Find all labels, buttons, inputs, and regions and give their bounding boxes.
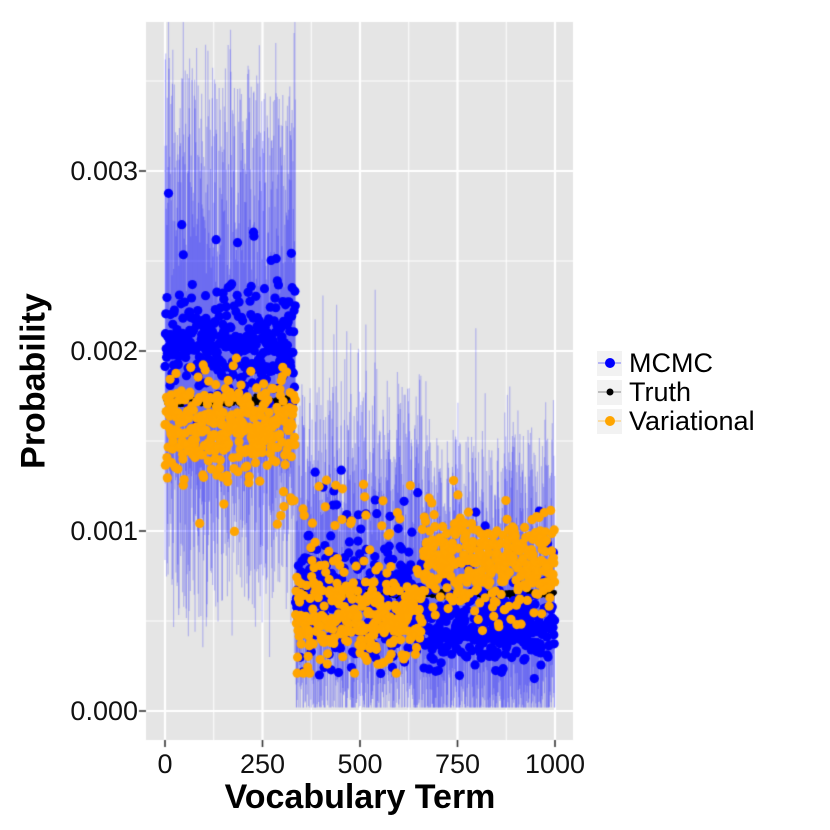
x-tick-label: 500: [337, 749, 383, 779]
legend-key-dot: [604, 416, 615, 426]
legend-key-dot: [604, 358, 615, 368]
legend: MCMC Truth Variational: [597, 349, 755, 436]
legend-item-label: Truth: [629, 377, 692, 407]
x-tick-label: 250: [239, 749, 286, 779]
x-tick-label: 0: [157, 749, 173, 779]
legend-item-mcmc: MCMC: [597, 349, 755, 377]
legend-key-dot: [606, 388, 613, 396]
x-tick-label: 750: [434, 749, 481, 779]
x-axis-title: Vocabulary Term: [224, 778, 496, 816]
legend-key-box: [597, 350, 622, 376]
y-tick-label: 0.002: [70, 336, 138, 366]
y-tick-label: 0.001: [70, 516, 138, 546]
legend-key-box: [597, 408, 622, 434]
y-tick-label: 0.003: [70, 156, 138, 186]
legend-item-truth: Truth: [597, 378, 755, 406]
y-axis-title: Probability: [14, 293, 53, 469]
legend-key-box: [597, 379, 622, 405]
legend-item-label: Variational: [629, 406, 755, 436]
legend-item-variational: Variational: [597, 407, 755, 435]
y-tick-label: 0.000: [70, 696, 138, 726]
x-tick-label: 1000: [524, 749, 586, 779]
legend-item-label: MCMC: [629, 348, 713, 378]
